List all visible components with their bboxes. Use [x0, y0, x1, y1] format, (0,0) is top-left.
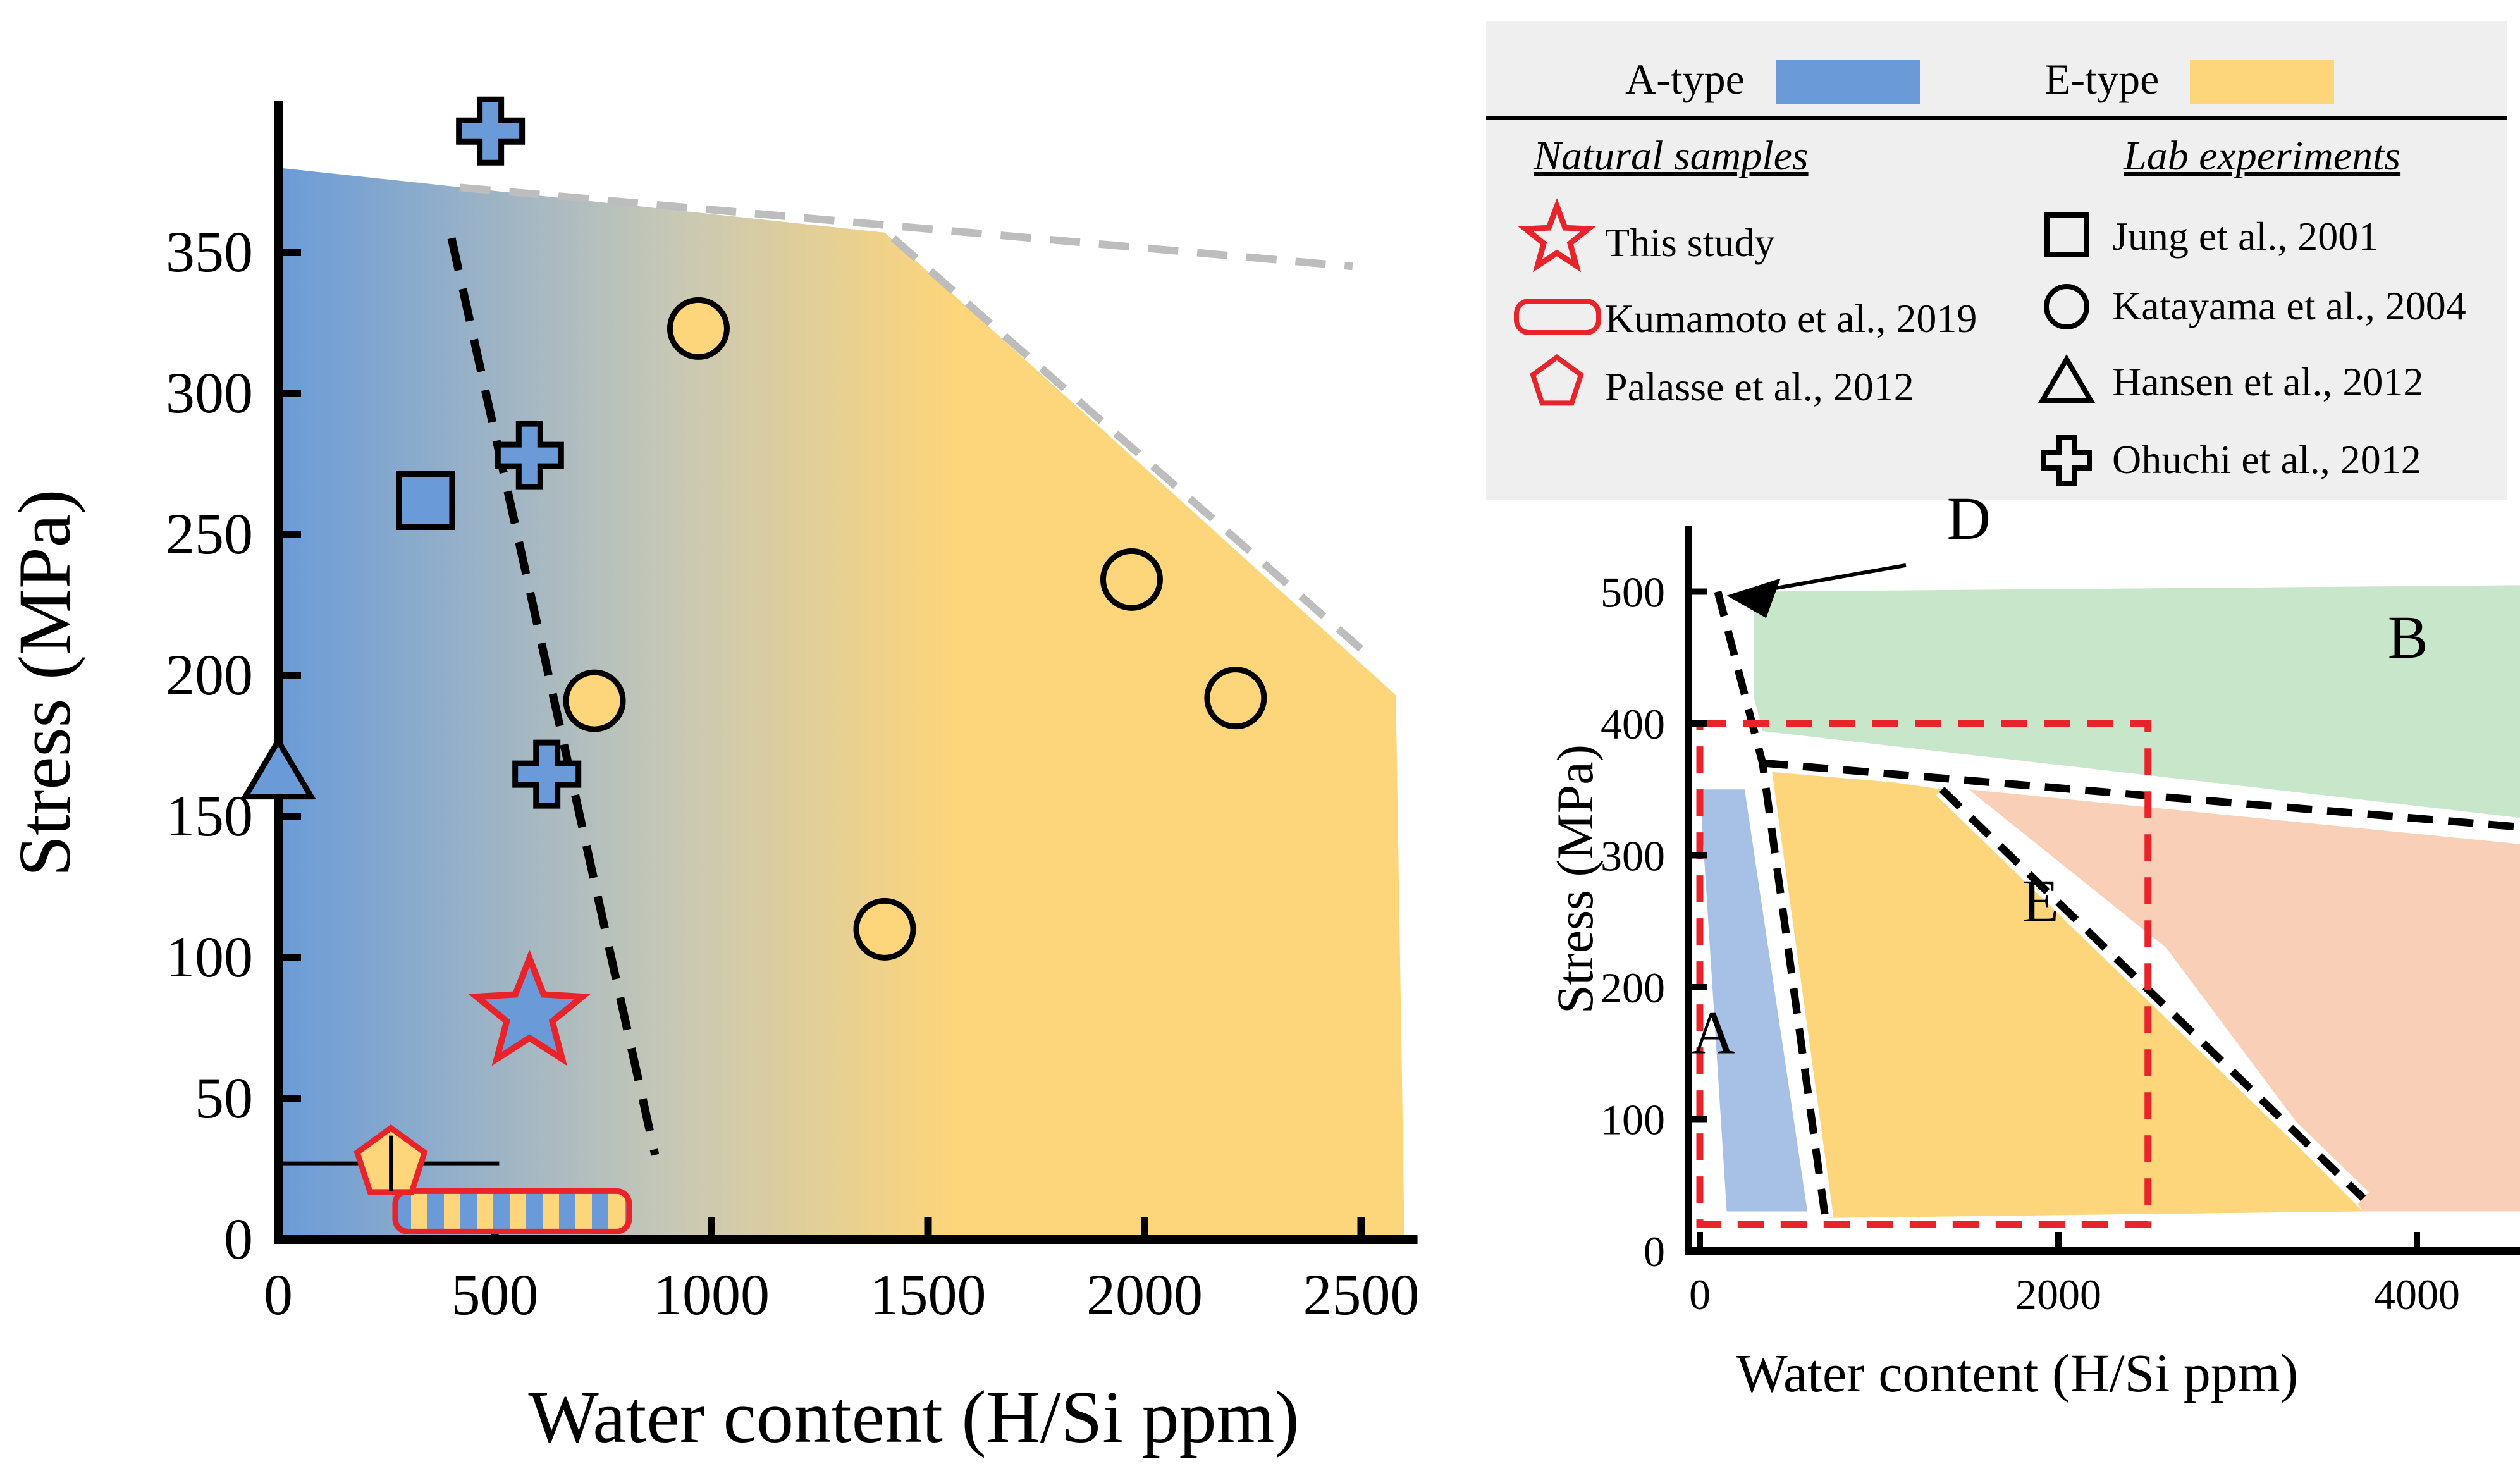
inset-y-axis-label: Stress (MPa): [1546, 744, 1604, 1014]
legend-this-study-label: This study: [1605, 220, 1774, 265]
legend-kumamoto-label: Kumamoto et al., 2019: [1605, 296, 1977, 341]
ohuchi-point: [495, 421, 564, 490]
grey-dashed-boundary-upper: [460, 183, 1353, 271]
inset-boundaries: [1709, 589, 2520, 1219]
katayama-point: [1100, 548, 1163, 611]
a-e-transition-boundary: [447, 237, 660, 1156]
x-axis: 0 500 1000 1500 2000 2500: [264, 1217, 1420, 1327]
inset-x-axis: 0200040006000: [1685, 1232, 2520, 1319]
inset-region-labels: ABCDE: [1692, 484, 2428, 1066]
inset-y-tick-label: 200: [1601, 964, 1665, 1012]
hansen-point: [240, 735, 316, 800]
inset-x-axis-label: Water content (H/Si ppm): [1736, 1343, 2299, 1403]
y-tick-label: 50: [195, 1066, 253, 1130]
inset-region-label-b: B: [2388, 603, 2428, 671]
inset-region-label-e: E: [2022, 867, 2059, 935]
inset-x-tick-label: 2000: [2015, 1271, 2101, 1319]
inset-boundary: [1939, 786, 2366, 1201]
y-tick-label: 100: [166, 925, 253, 989]
legend-a-type-label: A-type: [1625, 55, 1745, 103]
y-tick-label: 300: [166, 360, 253, 425]
x-tick-label: 1500: [870, 1262, 986, 1327]
legend-natural-header: Natural samples: [1533, 133, 1809, 179]
legend-e-type-label: E-type: [2044, 55, 2159, 103]
y-tick-label: 150: [166, 784, 253, 848]
inset-region-b: [1754, 585, 2520, 818]
katayama-point: [1204, 667, 1267, 730]
x-tick-label: 500: [452, 1262, 539, 1327]
ohuchi-point: [512, 739, 582, 809]
x-tick-label: 0: [264, 1262, 293, 1327]
legend-pentagon-icon: [1530, 354, 1584, 406]
y-tick-label: 350: [166, 219, 253, 284]
inset-region-c: [1969, 789, 2520, 1212]
legend-katayama-label: Katayama et al., 2004: [2112, 283, 2466, 328]
y-tick-label: 200: [166, 643, 253, 707]
y-tick-label: 0: [224, 1207, 253, 1271]
y-tick-label: 250: [166, 502, 253, 566]
legend-background: [1486, 21, 2507, 500]
legend-a-type-swatch: [1776, 60, 1920, 104]
legend: A-type E-type Natural samples Lab experi…: [1486, 21, 2507, 500]
inset-y-tick-label: 300: [1601, 832, 1665, 880]
inset-y-tick-label: 100: [1601, 1096, 1665, 1144]
kumamoto-range-marker: [392, 1188, 632, 1234]
legend-e-type-swatch: [2190, 60, 2334, 104]
inset-y-tick-label: 500: [1601, 569, 1665, 617]
legend-jung-label: Jung et al., 2001: [2112, 214, 2378, 259]
legend-triangle-icon: [2038, 354, 2095, 403]
legend-plus-icon: [2041, 435, 2092, 486]
fabric-field-region: [278, 168, 1404, 1240]
inset-y-tick-label: 400: [1601, 700, 1665, 748]
y-axis: 0 50 100 150 200 250 300 350: [166, 101, 301, 1271]
x-tick-label: 1000: [653, 1262, 770, 1327]
inset-region-label-a: A: [1692, 999, 1735, 1066]
legend-circle-icon: [2044, 284, 2089, 329]
ohuchi-point: [456, 96, 526, 166]
legend-lab-header: Lab experiments: [2123, 133, 2400, 179]
katayama-point: [853, 897, 916, 961]
katayama-point: [563, 669, 626, 732]
inset-region-a: [1700, 789, 1808, 1212]
inset-x-tick-label: 0: [1689, 1271, 1711, 1319]
inset-region-label-d: D: [1947, 484, 1991, 552]
inset-regions: [1700, 585, 2520, 1218]
legend-ohuchi-label: Ohuchi et al., 2012: [2112, 437, 2421, 482]
x-tick-label: 2000: [1086, 1262, 1203, 1327]
inset-boundary: [1762, 759, 2520, 831]
legend-star-icon: [1518, 198, 1596, 273]
katayama-point: [667, 297, 730, 360]
data-points: [240, 96, 1267, 1234]
jung-point: [396, 471, 455, 530]
y-axis-label: Stress (MPa): [3, 489, 86, 877]
legend-rect-icon: [1514, 299, 1601, 335]
inset-x-tick-label: 4000: [2374, 1271, 2460, 1319]
main-chart: 0 50 100 150 200 250 300 350 0 500 1000 1500 2000 25…: [3, 96, 1420, 1458]
legend-square-icon: [2044, 212, 2089, 257]
x-tick-label: 2500: [1303, 1262, 1420, 1327]
inset-region-e: [1762, 763, 2363, 1218]
inset-y-tick-label: 0: [1644, 1228, 1665, 1276]
this-study-point: [468, 949, 591, 1066]
legend-palasse-label: Palasse et al., 2012: [1605, 364, 1914, 409]
x-axis-label: Water content (H/Si ppm): [528, 1376, 1299, 1458]
inset-d-arrowhead: [1726, 578, 1781, 619]
grey-dashed-boundary-right: [890, 235, 1368, 656]
inset-y-axis: 0 100 200 300 400 500: [1601, 526, 1707, 1276]
inset-highlight-box: [1696, 720, 2152, 1228]
legend-hansen-label: Hansen et al., 2012: [2112, 359, 2423, 404]
